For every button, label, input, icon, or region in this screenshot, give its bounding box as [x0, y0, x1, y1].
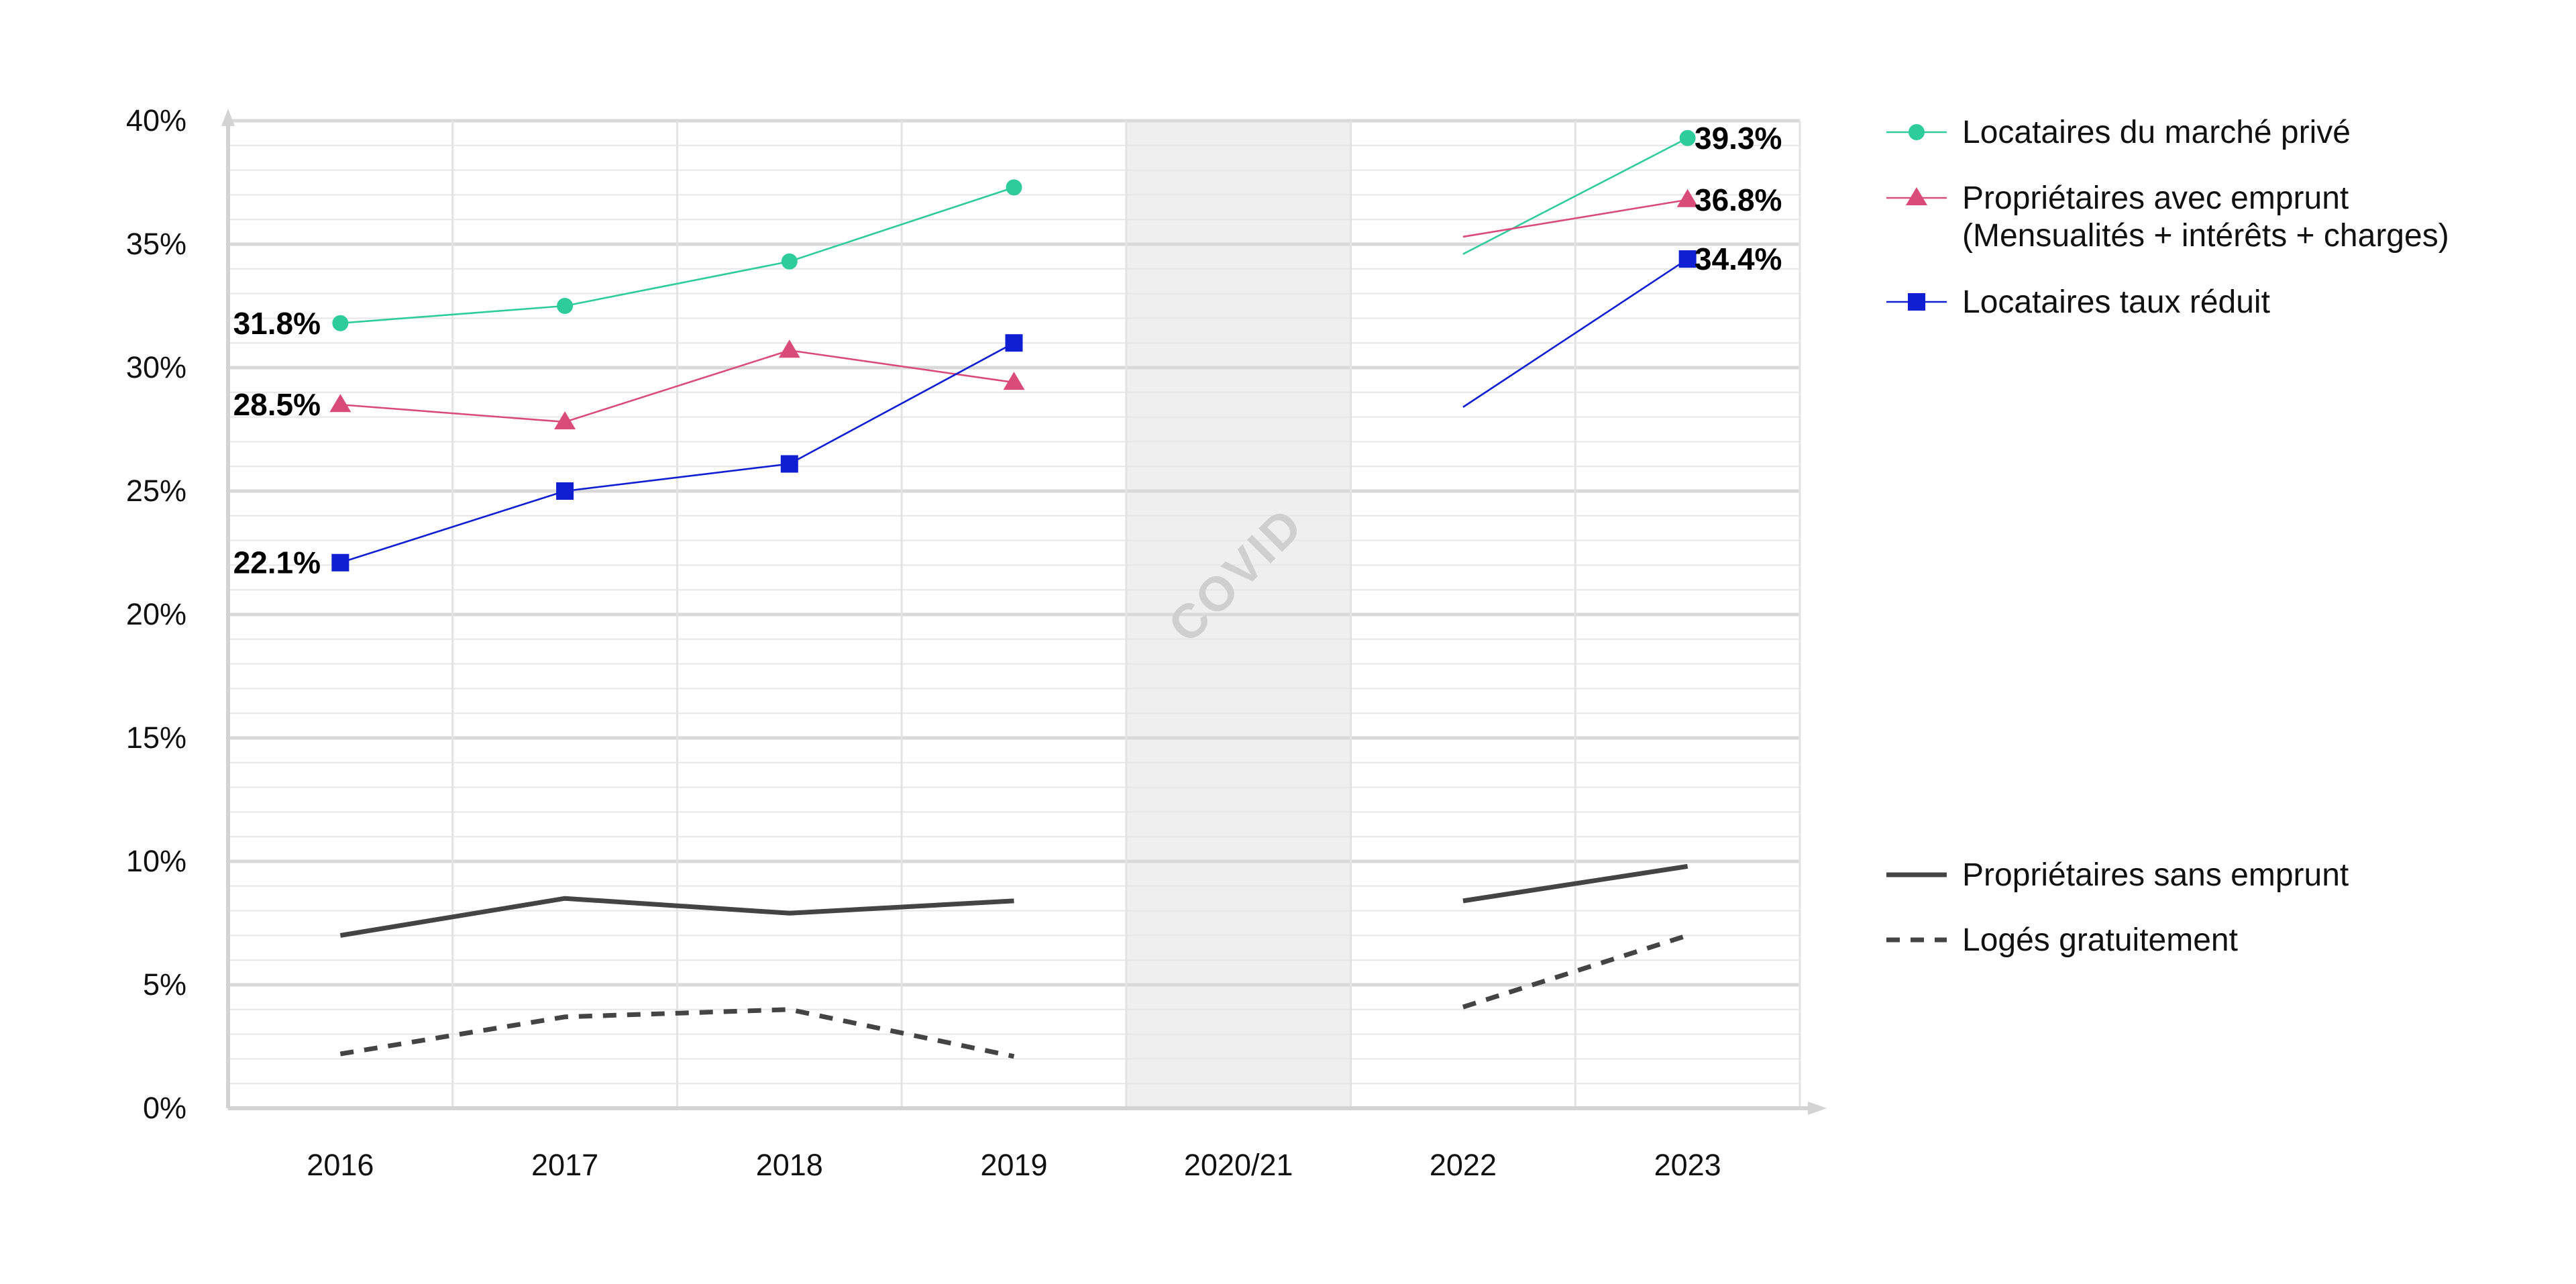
series-markers — [329, 129, 1699, 572]
start-label-taux-reduit: 22.1% — [233, 545, 321, 580]
marker-taux-reduit-2023 — [1678, 250, 1697, 268]
marker-proprio-emprunt-2018 — [778, 339, 800, 358]
major-gridlines — [228, 119, 1800, 987]
series-line-marche-prive — [1462, 137, 1688, 255]
marker-taux-reduit-2019 — [1005, 334, 1023, 352]
axes — [221, 109, 1827, 1115]
series-line-sans-emprunt — [339, 896, 1014, 938]
x-tick-label: 2017 — [531, 1148, 598, 1182]
x-tick-label: 2022 — [1430, 1148, 1497, 1182]
y-tick-label: 15% — [126, 720, 186, 755]
y-tick-label: 0% — [143, 1091, 186, 1125]
x-axis-arrow — [1808, 1102, 1827, 1115]
x-tick-label: 2020/21 — [1184, 1148, 1293, 1182]
series-line-taux-reduit — [1462, 258, 1688, 408]
start-label-proprio-emprunt: 28.5% — [233, 387, 321, 422]
y-tick-label: 40% — [126, 103, 186, 138]
marker-marche-prive-2017 — [557, 298, 574, 314]
marker-taux-reduit-2016 — [331, 553, 350, 572]
series-line-sans-emprunt — [1462, 863, 1688, 904]
minor-gridlines — [228, 144, 1800, 1085]
marker-taux-reduit-2018 — [780, 455, 798, 473]
legend-label-taux-reduit: Locataires taux réduit — [1962, 284, 2270, 320]
legend-marker-proprio-emprunt — [1906, 187, 1927, 205]
series-lines — [339, 137, 1688, 1059]
legend: Locataires du marché privé Propriétaires … — [1886, 115, 2449, 958]
y-tick-label: 10% — [126, 844, 186, 878]
series-line-loges-gratuit — [1462, 933, 1688, 1010]
legend-label-sans-emprunt: Propriétaires sans emprunt — [1962, 857, 2349, 893]
marker-proprio-emprunt-2023 — [1676, 189, 1699, 207]
end-label-proprio-emprunt: 36.8% — [1695, 182, 1782, 217]
series-line-proprio-emprunt — [1462, 199, 1688, 238]
legend-label-proprio-emprunt: Propriétaires avec emprunt — [1962, 180, 2349, 216]
y-tick-label: 5% — [143, 967, 186, 1002]
series-line-taux-reduit — [339, 342, 1015, 564]
end-label-taux-reduit: 34.4% — [1695, 242, 1782, 276]
series-line-proprio-emprunt — [340, 349, 1014, 423]
y-tick-label: 25% — [126, 474, 186, 508]
marker-marche-prive-2019 — [1006, 179, 1022, 196]
marker-proprio-emprunt-2019 — [1003, 372, 1025, 390]
data-labels: 31.8% 39.3% 28.5% 36.8% 22.1% 34.4% — [233, 121, 1782, 580]
y-axis-tick-labels: 0% 5% 10% 15% 20% 25% 30% 35% 40% — [126, 103, 186, 1125]
x-axis-tick-labels: 2016 2017 2018 2019 2020/21 2022 2023 — [307, 1148, 1721, 1182]
marker-marche-prive-2023 — [1679, 129, 1696, 146]
vertical-gridlines — [451, 121, 1801, 1108]
end-label-marche-prive: 39.3% — [1695, 121, 1782, 156]
legend-marker-marche-prive — [1909, 124, 1925, 140]
legend-label-loges-gratuit: Logés gratuitement — [1962, 922, 2238, 958]
legend-label-marche-prive: Locataires du marché privé — [1962, 115, 2351, 150]
legend-label-proprio-emprunt-line2: (Mensualités + intérêts + charges) — [1962, 218, 2449, 254]
marker-proprio-emprunt-2017 — [554, 411, 576, 429]
y-tick-label: 30% — [126, 350, 186, 384]
series-line-marche-prive — [340, 186, 1014, 325]
series-line-loges-gratuit — [339, 1007, 1015, 1059]
x-tick-label: 2016 — [307, 1148, 374, 1182]
marker-taux-reduit-2017 — [556, 482, 574, 500]
x-tick-label: 2018 — [756, 1148, 823, 1182]
x-tick-label: 2023 — [1654, 1148, 1721, 1182]
legend-marker-taux-reduit — [1908, 293, 1925, 311]
marker-marche-prive-2016 — [332, 315, 349, 331]
y-tick-label: 20% — [126, 597, 186, 631]
marker-marche-prive-2018 — [781, 253, 798, 270]
marker-proprio-emprunt-2016 — [329, 394, 352, 413]
start-label-marche-prive: 31.8% — [233, 306, 321, 341]
x-tick-label: 2019 — [980, 1148, 1047, 1182]
y-axis-arrow — [221, 109, 235, 126]
y-tick-label: 35% — [126, 227, 186, 261]
